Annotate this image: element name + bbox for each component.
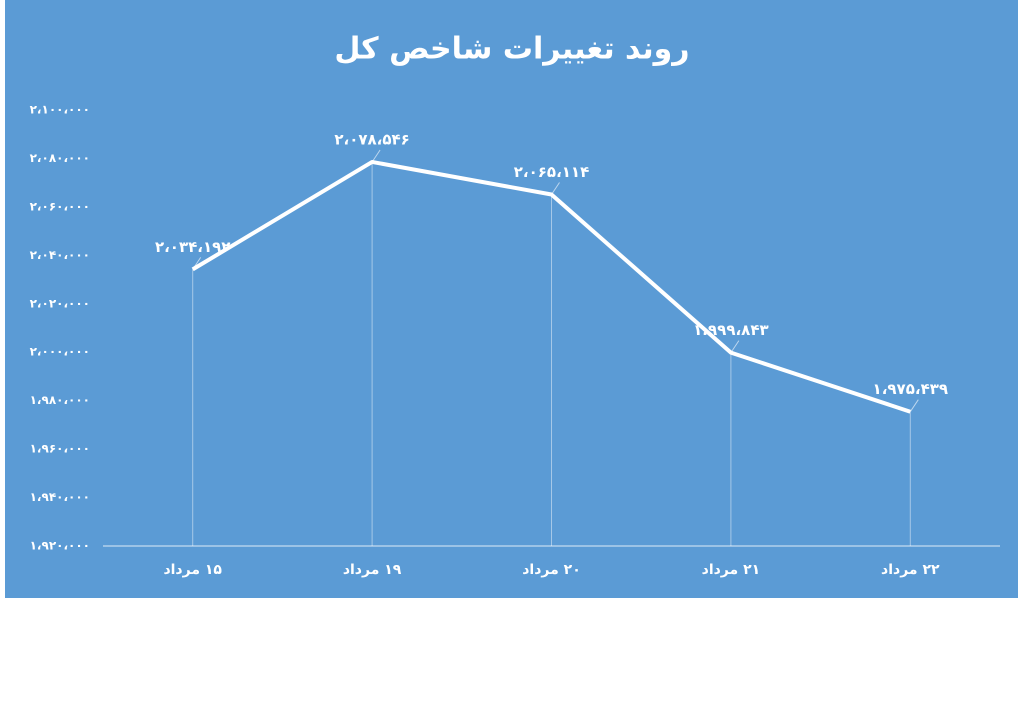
label-leader xyxy=(730,340,740,353)
label-leader xyxy=(371,149,381,163)
data-label: ۱،۹۹۹،۸۴۳ xyxy=(693,321,768,339)
label-leader xyxy=(192,257,202,270)
y-tick-label: ۱،۹۴۰،۰۰۰ xyxy=(30,490,90,504)
x-tick-label: ۱۵ مرداد xyxy=(163,562,222,578)
y-tick-label: ۲،۰۶۰،۰۰۰ xyxy=(30,199,90,213)
y-tick-label: ۲،۱۰۰،۰۰۰ xyxy=(30,103,90,117)
data-label: ۲،۰۶۵،۱۱۴ xyxy=(514,163,589,181)
y-tick-label: ۲،۰۲۰،۰۰۰ xyxy=(30,296,90,310)
y-tick-label: ۱،۹۲۰،۰۰۰ xyxy=(30,539,90,553)
x-tick-label: ۲۱ مرداد xyxy=(702,562,761,578)
y-tick-label: ۱،۹۸۰،۰۰۰ xyxy=(30,393,90,407)
y-tick-label: ۲،۰۴۰،۰۰۰ xyxy=(30,248,90,262)
chart-title: روند تغییرات شاخص کل xyxy=(334,32,689,67)
line xyxy=(191,159,911,414)
y-tick-label: ۲،۰۰۰،۰۰۰ xyxy=(30,345,90,359)
data-label: ۲،۰۳۴،۱۹۲ xyxy=(155,238,230,256)
x-tick-label: ۲۰ مرداد xyxy=(522,562,581,578)
y-tick-label: ۲،۰۸۰،۰۰۰ xyxy=(30,151,90,165)
data-label: ۱،۹۷۵،۴۳۹ xyxy=(873,380,948,398)
label-leader xyxy=(551,182,560,195)
label-leader xyxy=(909,399,919,412)
chart-background xyxy=(5,0,1018,598)
x-tick-label: ۱۹ مرداد xyxy=(343,562,402,578)
y-tick-label: ۱،۹۶۰،۰۰۰ xyxy=(30,442,90,456)
data-label: ۲،۰۷۸،۵۴۶ xyxy=(334,130,409,148)
x-tick-label: ۲۲ مرداد xyxy=(881,562,940,578)
